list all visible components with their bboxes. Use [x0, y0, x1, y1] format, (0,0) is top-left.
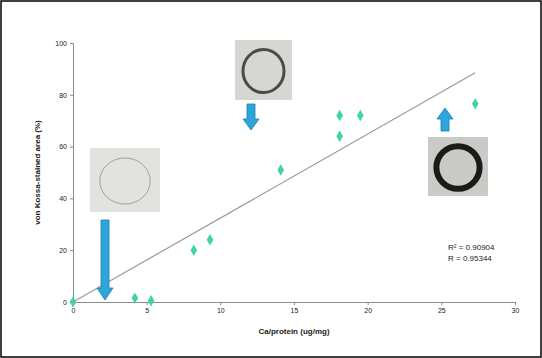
- tick-label: 5: [145, 307, 149, 314]
- tick: 20: [59, 247, 73, 254]
- annotation: R = 0.95344: [448, 254, 492, 263]
- frame: [1, 1, 541, 357]
- tick-label: 20: [364, 307, 372, 314]
- point: [207, 234, 214, 245]
- tick: 30: [512, 302, 520, 314]
- tick-mark: [70, 95, 73, 96]
- tick-mark: [147, 302, 148, 305]
- tick-label: 40: [59, 195, 67, 202]
- tick-label: 20: [59, 247, 67, 254]
- tick: 15: [291, 302, 299, 314]
- insets: [90, 40, 488, 300]
- point: [357, 110, 364, 121]
- tick-label: 80: [59, 92, 67, 99]
- arrow: [243, 104, 259, 130]
- annotation: R² = 0.90904: [448, 243, 495, 252]
- micrograph-ring: [100, 158, 150, 204]
- tick-label: 0: [63, 299, 67, 306]
- point: [336, 110, 343, 121]
- tick: 60: [59, 143, 73, 150]
- arrow: [437, 108, 453, 131]
- x-axis-title: Ca/protein (ug/mg): [258, 327, 329, 336]
- point: [132, 292, 139, 303]
- tick: 100: [55, 40, 73, 47]
- tick-mark: [70, 147, 73, 148]
- tick: 20: [364, 302, 372, 314]
- tick: 25: [438, 302, 446, 314]
- tick-mark: [70, 198, 73, 199]
- micrograph-bg: [90, 148, 160, 212]
- tick-mark: [70, 43, 73, 44]
- micrograph-ring: [243, 49, 284, 92]
- y-axis-title: von Kossa-stained area (%): [33, 120, 42, 225]
- micrograph: [90, 148, 160, 212]
- trend-line: [73, 73, 475, 302]
- micrograph-ring: [436, 146, 479, 188]
- tick-label: 100: [55, 40, 67, 47]
- arrow: [97, 220, 113, 300]
- tick-label: 15: [291, 307, 299, 314]
- point: [191, 244, 198, 255]
- point: [472, 98, 479, 109]
- tick-label: 0: [72, 307, 76, 314]
- point: [148, 295, 155, 306]
- tick-mark: [368, 302, 369, 305]
- tick: 10: [217, 302, 225, 314]
- tick-mark: [220, 302, 221, 305]
- point: [277, 164, 284, 175]
- tick-label: 30: [512, 307, 520, 314]
- axis-line: [74, 303, 516, 306]
- micrograph-bg: [235, 40, 292, 100]
- tick-label: 10: [217, 307, 225, 314]
- tick-mark: [294, 302, 295, 305]
- tick: 5: [145, 302, 149, 314]
- x-axis: 0 5 10 15 20 25 30: [72, 302, 520, 314]
- micrograph: [235, 40, 292, 100]
- chart: 0 5 10 15 20 25 30 0 20 40 60 80 100 Ca/protein (ug/m…: [0, 0, 542, 358]
- point: [336, 131, 343, 142]
- tick-mark: [441, 302, 442, 305]
- tick: 80: [59, 92, 73, 99]
- tick-mark: [515, 302, 516, 305]
- axis-line: [70, 44, 74, 303]
- tick-label: 60: [59, 143, 67, 150]
- plot-area: [70, 73, 479, 307]
- tick-label: 25: [438, 307, 446, 314]
- tick-mark: [70, 250, 73, 251]
- micrograph-bg: [428, 137, 488, 196]
- micrograph: [428, 137, 488, 196]
- y-axis: 0 20 40 60 80 100: [55, 40, 73, 306]
- tick: 40: [59, 195, 73, 202]
